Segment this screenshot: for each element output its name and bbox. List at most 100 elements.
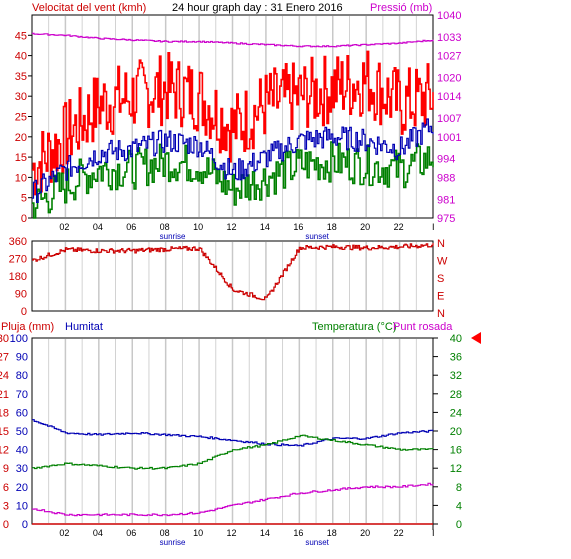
humidity-tick-label: 70: [16, 389, 28, 401]
time-tick-label: 22: [394, 222, 404, 232]
rain-tick-label: 0: [3, 519, 9, 531]
time-tick-label: 12: [227, 222, 237, 232]
time-tick-label: 16: [293, 222, 303, 232]
dewpoint-axis-title: Punt rosada: [393, 321, 453, 333]
temperature-tick-label: 40: [450, 333, 462, 345]
time-tick-label: 16: [293, 528, 303, 538]
temperature-tick-label: 36: [450, 352, 462, 364]
wind-tick-label: 25: [15, 112, 27, 124]
humidity-tick-label: 0: [22, 519, 28, 531]
time-tick-label: 20: [360, 222, 370, 232]
sunrise-label: sunrise: [160, 538, 186, 547]
rain-tick-label: 15: [0, 426, 9, 438]
rain-tick-label: 6: [3, 482, 9, 494]
temperature-tick-label: 28: [450, 389, 462, 401]
humidity-axis-title: Humitat: [65, 321, 103, 333]
time-tick-label: 08: [160, 222, 170, 232]
time-tick-label: 10: [193, 528, 203, 538]
humidity-tick-label: 80: [16, 370, 28, 382]
pressure-tick-label: 1027: [437, 51, 461, 63]
time-tick-label: I: [432, 528, 435, 538]
rain-tick-label: 3: [3, 500, 9, 512]
temperature-tick-label: 24: [450, 407, 462, 419]
temperature-axis-title: Temperatura (°C): [312, 321, 396, 333]
pressure-tick-label: 1033: [437, 32, 461, 44]
temperature-tick-label: 16: [450, 445, 462, 457]
humidity-tick-label: 100: [10, 333, 28, 345]
wind-tick-label: 10: [15, 172, 27, 184]
chart-title: 24 hour graph day : 31 Enero 2016: [172, 2, 343, 14]
rain-tick-label: 9: [3, 463, 9, 475]
rain-tick-label: 27: [0, 352, 9, 364]
direction-letter-label: N: [437, 308, 445, 320]
temperature-line: [32, 434, 434, 470]
time-tick-label: 04: [93, 528, 103, 538]
rain-tick-label: 30: [0, 333, 9, 345]
temperature-tick-label: 20: [450, 426, 462, 438]
time-tick-label: 14: [260, 528, 270, 538]
direction-letter-label: S: [437, 273, 444, 285]
dewpoint-line: [32, 482, 434, 517]
humidity-tick-label: 10: [16, 500, 28, 512]
wind-tick-label: 5: [21, 193, 27, 205]
rain-tick-label: 24: [0, 370, 9, 382]
rain-tick-label: 21: [0, 389, 9, 401]
time-tick-label: 02: [59, 222, 69, 232]
time-tick-label: 04: [93, 222, 103, 232]
temperature-tick-label: 8: [456, 482, 462, 494]
time-tick-label: 06: [126, 528, 136, 538]
pressure-tick-label: 1007: [437, 113, 461, 125]
pressure-tick-label: 1001: [437, 132, 461, 144]
pressure-tick-label: 1014: [437, 91, 461, 103]
direction-tick-label: 270: [9, 254, 27, 266]
direction-letter-label: N: [437, 238, 445, 250]
rain-tick-label: 18: [0, 407, 9, 419]
pressure-axis-title: Pressió (mb): [370, 2, 432, 14]
pressure-tick-label: 994: [437, 154, 455, 166]
time-tick-label: 14: [260, 222, 270, 232]
time-tick-label: I: [432, 222, 435, 232]
humidity-tick-label: 50: [16, 426, 28, 438]
time-tick-label: 08: [160, 528, 170, 538]
pressure-line: [32, 32, 434, 48]
wind-tick-label: 0: [21, 213, 27, 225]
chart-marks: [32, 32, 481, 525]
pressure-tick-label: 988: [437, 172, 455, 184]
time-tick-label: 12: [227, 528, 237, 538]
temperature-tick-label: 0: [456, 519, 462, 531]
wind-direction-line: [32, 243, 434, 301]
wind-tick-label: 35: [15, 71, 27, 83]
sunset-label: sunset: [305, 232, 329, 241]
wind-tick-label: 40: [15, 51, 27, 63]
direction-tick-label: 180: [9, 271, 27, 283]
pressure-tick-label: 975: [437, 213, 455, 225]
wind-speed-line: [32, 118, 434, 203]
humidity-tick-label: 60: [16, 407, 28, 419]
time-tick-label: 06: [126, 222, 136, 232]
temperature-tick-label: 4: [456, 500, 462, 512]
current-temperature-marker: [471, 332, 481, 344]
wind-axis-title: Velocitat del vent (kmh): [32, 2, 146, 14]
sunrise-label: sunrise: [160, 232, 186, 241]
rain-tick-label: 12: [0, 445, 9, 457]
pressure-tick-label: 1040: [437, 10, 461, 22]
time-tick-label: 18: [327, 528, 337, 538]
wind-tick-label: 45: [15, 30, 27, 42]
time-tick-label: 20: [360, 528, 370, 538]
wind-gust-line: [32, 50, 434, 196]
wind-tick-label: 20: [15, 132, 27, 144]
temperature-tick-label: 32: [450, 370, 462, 382]
pressure-tick-label: 1020: [437, 72, 461, 84]
pressure-tick-label: 981: [437, 194, 455, 206]
direction-tick-label: 90: [15, 289, 27, 301]
direction-letter-label: E: [437, 291, 444, 303]
sunset-label: sunset: [305, 538, 329, 547]
time-tick-label: 18: [327, 222, 337, 232]
time-tick-label: 22: [394, 528, 404, 538]
direction-tick-label: 360: [9, 236, 27, 248]
temperature-tick-label: 12: [450, 463, 462, 475]
direction-letter-label: W: [437, 256, 448, 268]
humidity-tick-label: 20: [16, 482, 28, 494]
